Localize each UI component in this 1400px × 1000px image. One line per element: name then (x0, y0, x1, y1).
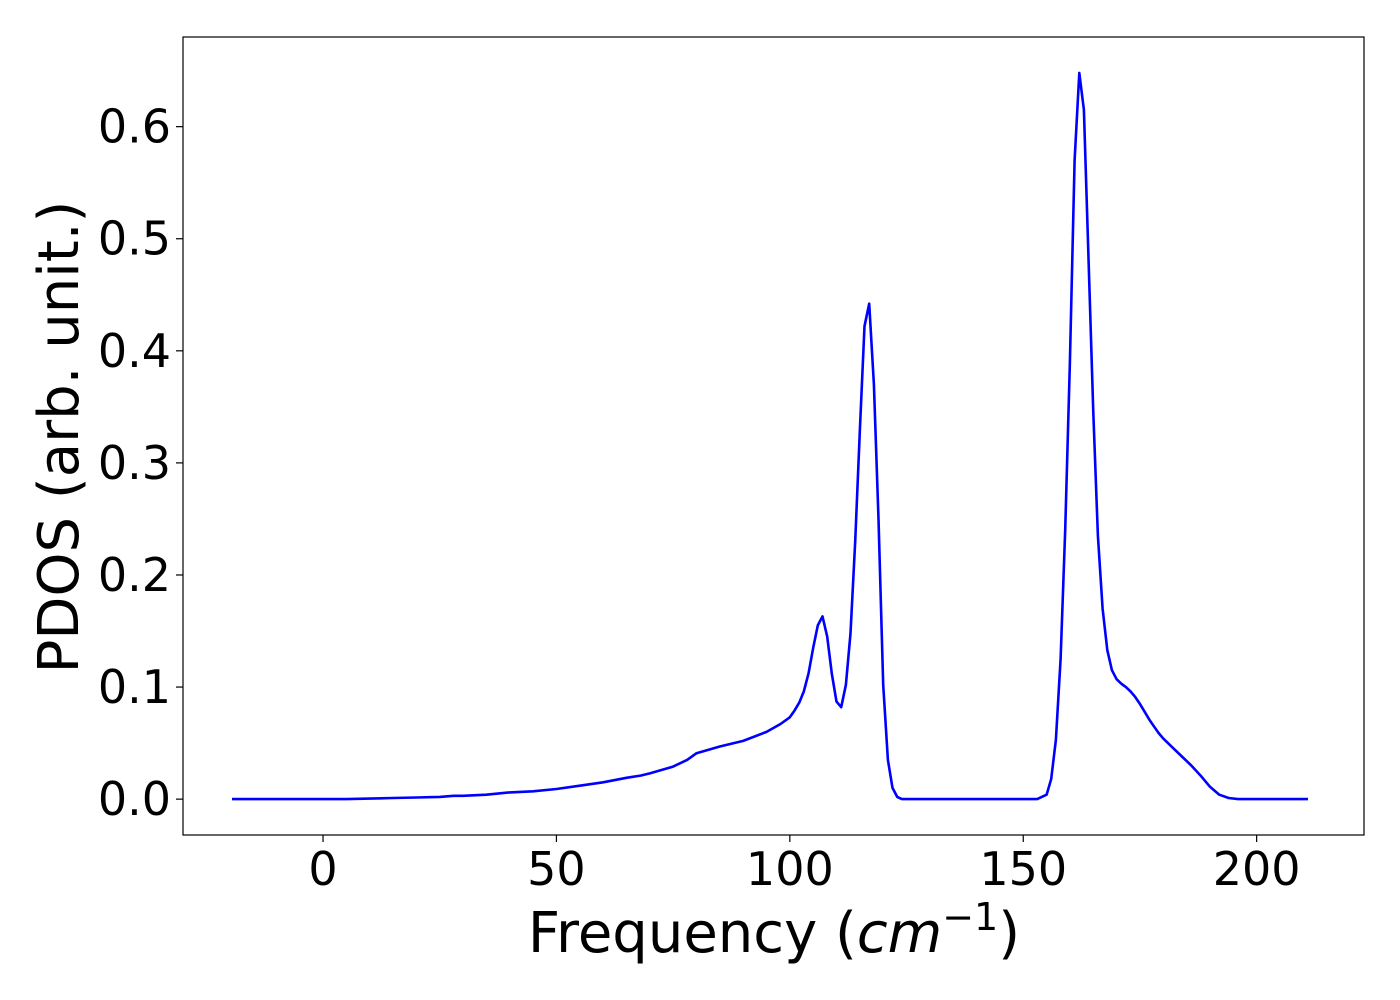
x-axis-label-suffix: ) (998, 901, 1020, 966)
series-layer (232, 71, 1308, 801)
y-axis-label: PDOS (arb. unit.) (27, 201, 92, 674)
y-tick-label: 0.5 (98, 212, 171, 266)
y-axis-ticks: 0.0 0.1 0.2 0.3 0.4 0.5 0.6 (98, 100, 183, 826)
x-axis-ticks: 0 50 100 150 200 (308, 835, 1301, 896)
y-tick-label: 0.3 (98, 436, 171, 490)
y-tick-label: 0.6 (98, 100, 171, 154)
plot-frame (182, 36, 1365, 836)
x-axis-label-prefix: Frequency ( (528, 901, 857, 966)
x-tick-label: 100 (746, 842, 834, 896)
x-tick-label: 200 (1213, 842, 1301, 896)
y-tick-label: 0.2 (98, 548, 171, 602)
pdos-series-line (232, 71, 1308, 801)
x-axis-label-exponent: −1 (942, 895, 998, 939)
y-tick-label: 0.1 (98, 660, 171, 714)
x-tick-label: 150 (979, 842, 1067, 896)
x-tick-label: 0 (308, 842, 337, 896)
y-tick-label: 0.0 (98, 772, 171, 826)
x-axis-label-unit: cm (857, 901, 942, 966)
x-axis-label: Frequency (cm−1) (528, 895, 1020, 966)
x-tick-label: 50 (527, 842, 586, 896)
y-tick-label: 0.4 (98, 324, 171, 378)
